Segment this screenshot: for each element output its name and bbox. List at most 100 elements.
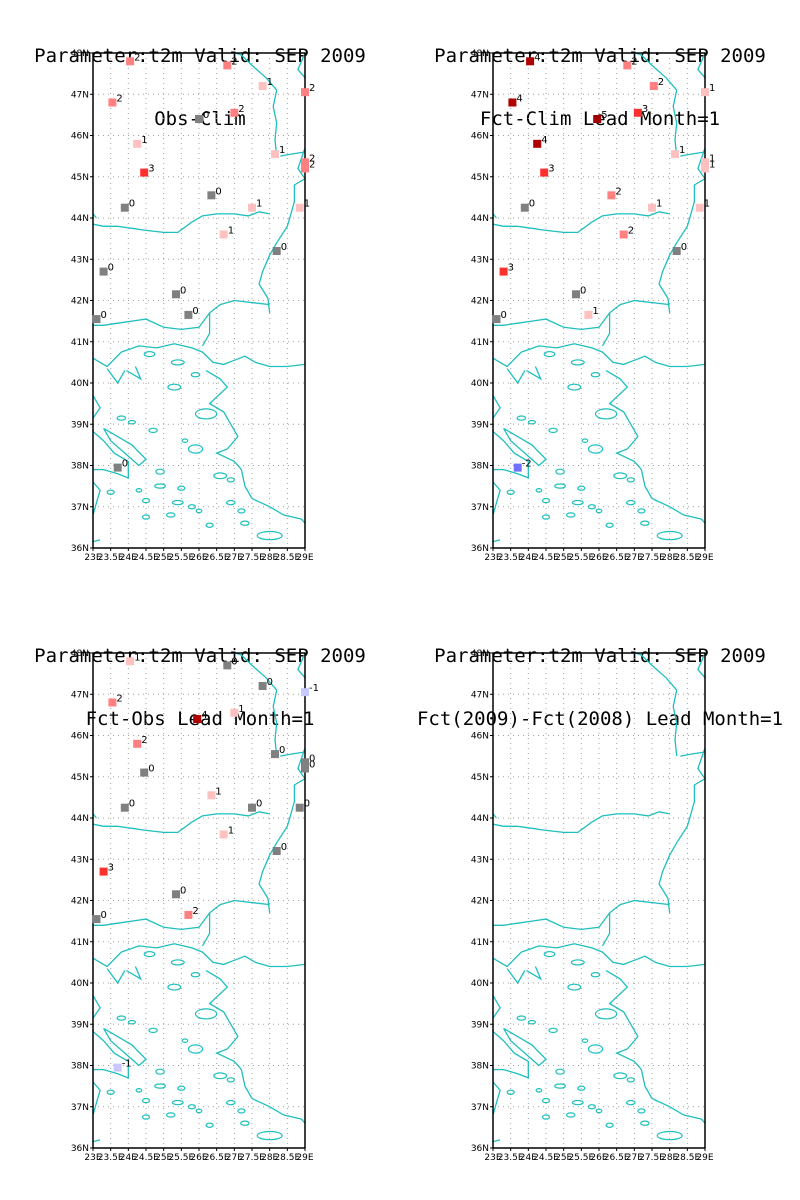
island [226, 499, 236, 506]
station-value-label: 0 [215, 186, 221, 197]
island [555, 468, 565, 475]
lon-tick-label: 25E [155, 1153, 172, 1163]
lat-tick-label: 45N [71, 773, 89, 783]
station-value-label: 0 [501, 310, 507, 321]
island [141, 1097, 151, 1104]
coastline [93, 995, 129, 1079]
lat-tick-label: 40N [71, 379, 89, 389]
station-value-label: 0 [529, 199, 535, 210]
lat-tick-label: 42N [71, 297, 89, 307]
island [165, 512, 176, 518]
coastline [233, 53, 278, 157]
island [177, 485, 186, 491]
island [226, 1099, 236, 1106]
panel-fct-clim: Parameter:t2m Valid: SEP 2009 Fct-Clim L… [400, 0, 800, 600]
station-value-label: 0 [256, 799, 262, 810]
island [571, 1099, 584, 1106]
lon-tick-label: 26.5E [604, 553, 630, 563]
island [595, 508, 603, 514]
island [170, 359, 185, 366]
coastline [201, 912, 211, 947]
island [516, 1015, 527, 1021]
island [605, 1122, 614, 1129]
island [577, 1085, 586, 1091]
station-marker [126, 657, 135, 666]
lon-tick-label: 26E [190, 1153, 207, 1163]
lat-tick-label: 41N [71, 338, 89, 348]
station-marker [223, 61, 232, 70]
station-marker [219, 830, 228, 839]
lon-tick-label: 24.5E [133, 553, 159, 563]
lon-tick-label: 27.5E [239, 1153, 265, 1163]
station-value-label: 2 [141, 735, 147, 746]
island [237, 1108, 246, 1114]
island [143, 351, 156, 358]
panel-title: Parameter:t2m Valid: SEP 2009 Obs-Clim [0, 4, 400, 172]
lon-tick-label: 27.5E [239, 553, 265, 563]
coastline [605, 970, 705, 1124]
island [590, 372, 601, 378]
island [240, 1120, 250, 1126]
station-marker [301, 158, 309, 167]
island [570, 359, 585, 366]
island [554, 1083, 567, 1089]
coastline [633, 53, 678, 157]
island [135, 487, 143, 493]
station-value-label: 0 [267, 677, 273, 688]
island [143, 951, 156, 958]
island [587, 1104, 596, 1110]
station-value-label: 0 [108, 263, 114, 274]
coastline [297, 653, 305, 679]
lat-tick-label: 46N [471, 132, 489, 142]
panel-title: Parameter:t2m Valid: SEP 2009 Fct-Clim L… [400, 4, 800, 172]
island [195, 508, 203, 514]
station-marker [258, 82, 267, 90]
island [594, 1008, 618, 1020]
station-marker [301, 688, 309, 697]
lon-tick-label: 25.5E [568, 1153, 594, 1163]
station-value-label: 1 [141, 135, 147, 146]
lon-tick-label: 28.5E [274, 1153, 300, 1163]
lat-tick-label: 47N [471, 690, 489, 700]
station-marker [113, 463, 122, 472]
station-marker [108, 698, 117, 707]
station-marker [508, 98, 517, 107]
island [506, 1089, 515, 1095]
station-marker [126, 57, 135, 66]
island [154, 483, 167, 489]
lat-tick-label: 43N [471, 855, 489, 865]
island [106, 1089, 115, 1095]
station-marker [140, 168, 149, 177]
lon-tick-label: 23.5E [98, 1153, 124, 1163]
coastline [658, 747, 705, 913]
lon-tick-label: 29E [696, 1153, 713, 1163]
island [577, 485, 586, 491]
coastlines [493, 653, 705, 1143]
station-marker [271, 150, 279, 159]
station-marker [133, 139, 142, 148]
station-value-label: 2 [134, 52, 140, 63]
station-marker [223, 661, 232, 670]
island [148, 427, 158, 434]
panel-fct-diff: Parameter:t2m Valid: SEP 2009 Fct(2009)-… [400, 600, 800, 1200]
coastline [258, 747, 305, 913]
lat-tick-label: 42N [471, 297, 489, 307]
island [177, 1085, 186, 1091]
station-marker [623, 61, 632, 70]
lon-tick-label: 25E [555, 1153, 572, 1163]
station-marker [633, 108, 642, 117]
coastline [697, 53, 705, 79]
station-value-label: 2 [309, 83, 315, 94]
station-value-label: 0 [180, 885, 186, 896]
island [637, 508, 646, 514]
coastline [493, 539, 501, 543]
station-marker [184, 310, 193, 319]
station-value-label: 2 [192, 906, 198, 917]
lon-tick-label: 24.5E [533, 553, 559, 563]
coastline [106, 968, 126, 985]
lon-tick-label: 24E [120, 1153, 137, 1163]
island [148, 1027, 158, 1034]
island [527, 419, 536, 425]
